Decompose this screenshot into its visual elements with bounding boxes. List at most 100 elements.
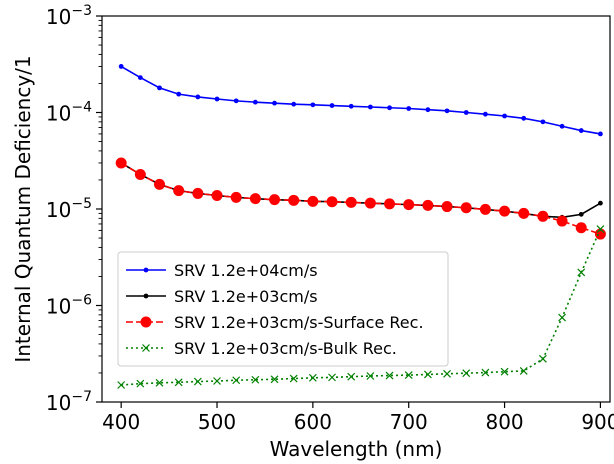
data-point: [143, 293, 149, 299]
data-point: [251, 375, 260, 384]
data-point-stroke: [174, 378, 183, 387]
data-point: [423, 370, 432, 379]
x-axis: 400 500 600 700 800 900: [102, 402, 614, 434]
data-point: [270, 375, 279, 384]
data-point: [519, 366, 528, 375]
data-point: [310, 102, 316, 108]
data-point: [174, 378, 183, 387]
data-point-stroke: [558, 313, 566, 322]
data-point-stroke: [232, 376, 241, 385]
data-point-stroke: [155, 378, 164, 387]
data-point: [537, 210, 549, 222]
data-point: [233, 98, 239, 104]
data-point: [366, 372, 375, 380]
y-tick-label: 10−7: [46, 389, 92, 415]
data-point: [118, 64, 124, 69]
data-point-stroke: [270, 375, 279, 384]
data-point: [308, 373, 317, 382]
legend-label: SRV 1.2e+03cm/s-Surface Rec.: [174, 313, 424, 332]
data-point-stroke: [538, 354, 547, 363]
data-point: [252, 99, 258, 105]
data-point: [500, 367, 509, 376]
data-point: [192, 187, 204, 199]
data-point: [249, 193, 261, 205]
data-point: [518, 207, 530, 219]
data-point: [348, 103, 354, 109]
data-point: [193, 377, 202, 386]
x-tick-label: 800: [485, 410, 523, 434]
data-point: [444, 108, 450, 114]
legend: SRV 1.2e+04cm/s SRV 1.2e+03cm/s SRV 1.2e+0…: [117, 251, 449, 367]
data-point: [140, 316, 152, 328]
data-point: [463, 110, 469, 115]
data-point: [479, 203, 491, 215]
legend-label: SRV 1.2e+03cm/s-Bulk Rec.: [174, 339, 397, 358]
data-point-stroke: [289, 374, 298, 383]
data-point: [142, 344, 150, 352]
data-point-stroke: [193, 377, 202, 386]
data-point-stroke: [462, 369, 471, 378]
data-point: [441, 201, 453, 213]
data-point: [384, 198, 396, 210]
data-point: [347, 372, 356, 381]
data-point: [230, 191, 242, 203]
data-point: [157, 85, 162, 91]
data-point: [134, 168, 146, 180]
data-point-stroke: [136, 379, 145, 388]
y-tick-label: 10−3: [46, 3, 92, 29]
data-point-stroke: [596, 225, 605, 233]
data-point: [559, 123, 565, 129]
data-point-stroke: [404, 371, 413, 380]
data-point: [598, 200, 603, 206]
y-tick-label: 10−4: [46, 100, 92, 126]
data-point-stroke: [251, 375, 260, 384]
data-point: [521, 115, 527, 121]
series-group: [118, 160, 603, 220]
data-point: [326, 196, 338, 208]
series-line: [120, 65, 601, 135]
data-point: [558, 313, 566, 322]
data-point-stroke: [500, 367, 509, 376]
data-point: [115, 157, 127, 169]
x-tick-label: 700: [390, 410, 428, 434]
data-point-stroke: [347, 372, 356, 381]
data-point-stroke: [213, 377, 221, 385]
data-point: [272, 100, 277, 106]
legend-label: SRV 1.2e+03cm/s: [174, 287, 318, 306]
data-point: [538, 354, 547, 363]
data-point: [540, 119, 546, 125]
y-tick-label: 10−5: [46, 196, 92, 222]
data-point-stroke: [577, 268, 586, 277]
data-point: [403, 199, 415, 211]
data-point-stroke: [308, 373, 317, 382]
x-tick-label: 500: [198, 410, 236, 434]
y-axis-label: Internal Quantum Deficiency/1: [11, 55, 35, 362]
data-point: [364, 197, 376, 209]
data-point: [213, 377, 221, 385]
data-point: [577, 268, 586, 277]
data-point: [307, 195, 319, 207]
data-point: [462, 369, 471, 378]
series-group: [115, 157, 606, 240]
data-point: [425, 107, 431, 113]
data-point-stroke: [519, 366, 528, 375]
data-point: [404, 371, 413, 380]
data-point: [155, 378, 164, 387]
data-point-stroke: [423, 370, 432, 379]
data-point-stroke: [481, 368, 490, 377]
data-point-stroke: [385, 371, 394, 380]
data-point: [143, 267, 149, 273]
data-point: [385, 371, 394, 380]
data-point: [578, 211, 584, 217]
data-point: [482, 111, 488, 117]
data-point-stroke: [142, 344, 150, 352]
series-group: [118, 64, 603, 137]
data-point: [578, 128, 584, 133]
y-tick-label: 10−6: [46, 293, 92, 319]
data-point: [499, 205, 511, 217]
data-point: [460, 202, 472, 214]
x-axis-label: Wavelength (nm): [270, 437, 443, 461]
data-point: [211, 190, 223, 202]
data-point: [575, 222, 587, 234]
